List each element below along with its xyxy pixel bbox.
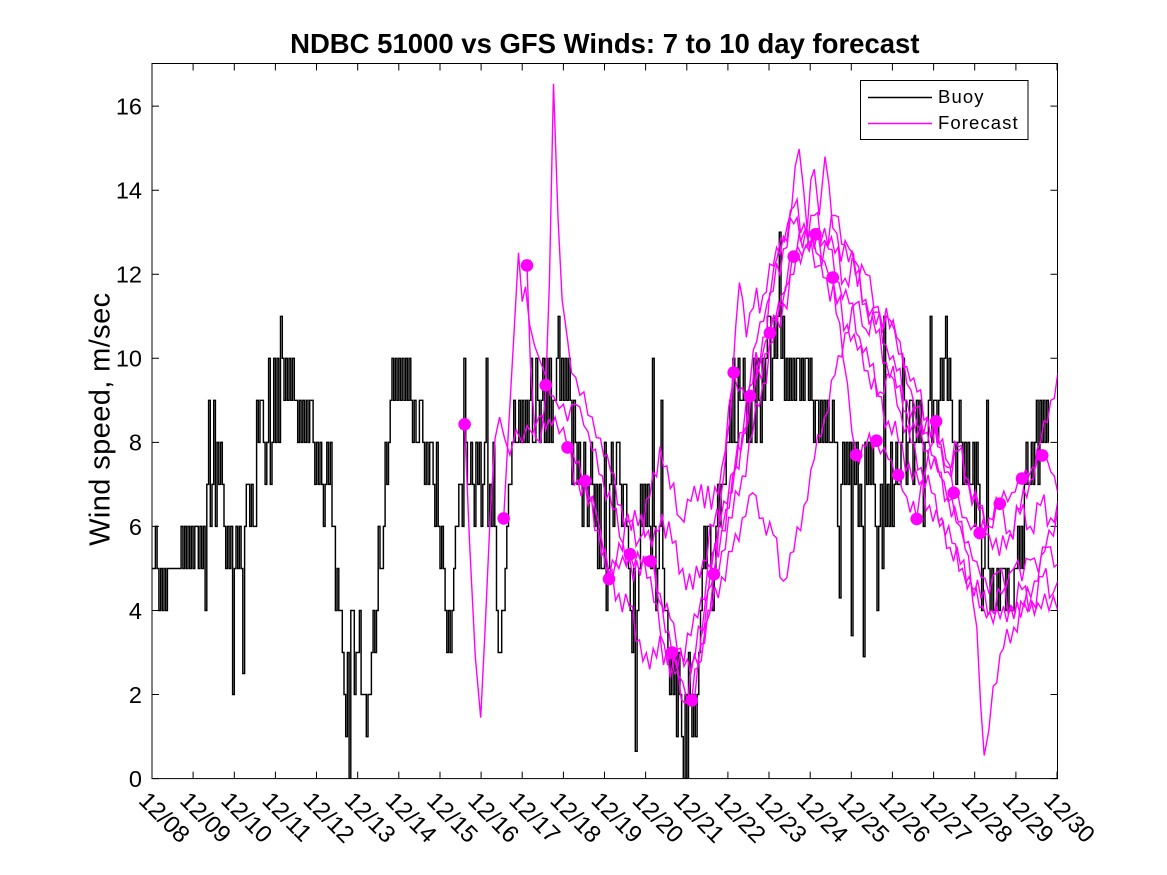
svg-text:Wind speed, m/sec: Wind speed, m/sec — [84, 292, 116, 545]
svg-text:Forecast: Forecast — [938, 112, 1019, 133]
svg-text:10: 10 — [116, 346, 142, 372]
svg-text:6: 6 — [129, 514, 142, 540]
svg-text:8: 8 — [129, 430, 142, 456]
svg-text:0: 0 — [129, 766, 142, 792]
svg-text:16: 16 — [116, 94, 142, 120]
svg-text:4: 4 — [129, 598, 142, 624]
svg-text:NDBC 51000 vs GFS Winds: 7 to: NDBC 51000 vs GFS Winds: 7 to 10 day for… — [290, 28, 919, 59]
svg-text:14: 14 — [116, 178, 142, 204]
svg-text:Buoy: Buoy — [938, 86, 985, 107]
svg-text:2: 2 — [129, 682, 142, 708]
svg-text:12: 12 — [116, 262, 142, 288]
